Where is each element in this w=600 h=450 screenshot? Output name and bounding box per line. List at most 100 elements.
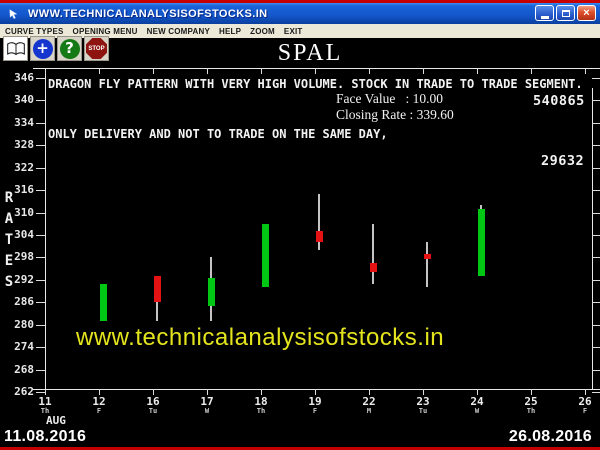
x-axis-dow-label: W [474,407,480,415]
candle-body-down [424,253,431,260]
y-axis-label: 298 [14,250,34,264]
candle-wick [318,193,320,250]
y-axis-label: 286 [14,295,34,309]
y-tick-left [36,190,45,192]
candle-body-down [370,263,377,273]
bottom-red-strip [0,447,600,450]
close-button[interactable]: × [577,5,596,21]
menu-opening-menu[interactable]: OPENING MENU [72,26,138,36]
x-tick-top [153,68,154,74]
footer-end-date: 26.08.2016 [508,428,592,445]
x-tick-bottom [99,389,100,395]
x-axis-dow-label: Tu [148,407,158,415]
y-tick-left [36,302,45,304]
candle-wick [426,242,428,288]
y-tick-left [36,347,45,349]
add-button[interactable]: + [30,36,55,61]
stop-icon: STOP [86,38,107,59]
x-tick-top [477,68,478,74]
x-tick-top [261,68,262,74]
question-icon: ? [59,38,80,59]
y-tick-left [36,324,45,326]
candle-body-down [154,276,161,303]
plot-right-axis [592,88,593,390]
menu-exit[interactable]: EXIT [283,26,303,36]
stop-button[interactable]: STOP [84,36,109,61]
y-tick-left [36,391,45,393]
y-tick-right [592,279,600,281]
y-axis-label: 304 [14,227,34,241]
candle-body-up [208,277,215,306]
x-axis-day-label: 16 [146,395,160,408]
y-axis-label: 346 [14,71,34,84]
y-tick-right [592,257,600,259]
x-tick-bottom [315,389,316,395]
book-icon [6,41,25,55]
y-tick-left [36,212,45,214]
y-axis-label: 274 [14,340,34,354]
y-axis-title-letter: E [4,253,14,269]
y-tick-right [592,234,600,236]
x-tick-top [585,68,586,74]
menu-curve-types[interactable]: CURVE TYPES [5,26,64,36]
y-axis-label: 310 [14,205,34,219]
plus-icon: + [32,38,53,59]
y-tick-right [592,391,600,393]
x-axis-dow-label: F [582,407,588,415]
y-tick-right [592,212,600,214]
menu-help[interactable]: HELP [218,26,242,36]
candle-body-down [316,231,323,243]
title-bar: WWW.TECHNICALANALYSISOFSTOCKS.IN × [0,3,600,24]
y-axis-title-letter: A [4,211,14,227]
restore-button[interactable] [556,5,575,21]
x-tick-top [531,68,532,74]
help-button[interactable]: ? [57,36,82,61]
footer-start-date: 11.08.2016 [4,428,87,445]
y-axis-label: 316 [14,183,34,197]
y-axis-label: 280 [14,317,34,331]
restore-icon [561,9,570,17]
y-axis-label: 262 [14,384,34,398]
y-tick-left [36,100,45,102]
y-tick-right [592,369,600,371]
x-tick-top [207,68,208,74]
x-axis-day-label: 18 [254,395,268,408]
x-axis-dow-label: Th [40,407,50,415]
x-axis-dow-label: W [204,407,210,415]
x-axis-dow-label: F [96,407,102,415]
x-tick-bottom [531,389,532,395]
close-icon: × [583,6,590,19]
candle-body-up [262,223,269,288]
x-axis-dow-label: Th [526,407,536,415]
y-axis-label: 334 [14,115,34,129]
window-controls: × [535,5,596,21]
window-title: WWW.TECHNICALANALYSISOFSTOCKS.IN [28,7,268,20]
y-axis-label: 292 [14,272,34,286]
x-axis-dow-label: M [366,407,372,415]
volume-bottom-value: 29632 [541,153,585,169]
minimize-button[interactable] [535,5,554,21]
y-tick-right [592,190,600,192]
y-axis-label: 328 [14,138,34,152]
x-axis-day-label: 26 [578,395,592,408]
x-axis-day-label: 11 [38,395,52,408]
menu-new-company[interactable]: NEW COMPANY [146,26,210,36]
watermark-text: www.technicalanalysisofstocks.in [76,324,445,351]
y-tick-right [592,302,600,304]
y-axis-title-letter: S [4,274,14,290]
x-axis-day-label: 22 [362,395,376,408]
x-axis-dow-label: Tu [418,407,428,415]
y-tick-left [36,257,45,259]
plot-top-border [33,68,600,69]
menu-zoom[interactable]: ZOOM [250,26,275,36]
y-axis-label: 340 [14,93,34,107]
y-tick-right [592,100,600,102]
y-tick-left [36,145,45,147]
y-axis-label: 322 [14,160,34,174]
open-file-button[interactable] [3,36,28,61]
face-value-row: Face Value : 10.00 [336,91,443,106]
x-axis-day-label: 12 [92,395,106,408]
x-axis-day-label: 23 [416,395,430,408]
y-axis-title-letter: R [4,190,14,206]
